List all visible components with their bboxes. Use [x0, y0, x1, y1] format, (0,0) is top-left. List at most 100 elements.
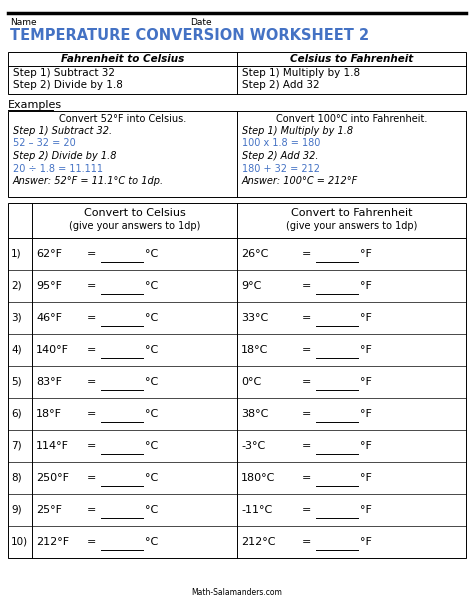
Text: 3): 3) — [11, 313, 22, 323]
Text: °C: °C — [145, 249, 158, 259]
Text: °C: °C — [145, 473, 158, 483]
Text: 9°C: 9°C — [241, 281, 261, 291]
Text: 0°C: 0°C — [241, 377, 261, 387]
Text: =: = — [302, 345, 311, 355]
Text: =: = — [87, 377, 96, 387]
Text: Date: Date — [190, 18, 211, 27]
Text: 140°F: 140°F — [36, 345, 69, 355]
Text: °C: °C — [145, 505, 158, 515]
Text: 18°F: 18°F — [36, 409, 62, 419]
Text: 8): 8) — [11, 473, 22, 483]
Text: 114°F: 114°F — [36, 441, 69, 451]
Text: =: = — [302, 377, 311, 387]
Text: (give your answers to 1dp): (give your answers to 1dp) — [286, 221, 417, 231]
Text: 38°C: 38°C — [241, 409, 268, 419]
Text: Convert 52°F into Celsius.: Convert 52°F into Celsius. — [59, 114, 186, 124]
Text: =: = — [87, 345, 96, 355]
Text: =: = — [87, 441, 96, 451]
Text: °F: °F — [360, 537, 372, 547]
Text: Examples: Examples — [8, 100, 62, 110]
Text: 5): 5) — [11, 377, 22, 387]
Text: Step 2) Add 32: Step 2) Add 32 — [242, 80, 319, 90]
Text: °F: °F — [360, 473, 372, 483]
Text: °C: °C — [145, 313, 158, 323]
Text: °F: °F — [360, 441, 372, 451]
Text: °F: °F — [360, 409, 372, 419]
Text: 52 – 32 = 20: 52 – 32 = 20 — [13, 139, 76, 148]
Text: °F: °F — [360, 313, 372, 323]
Text: =: = — [302, 249, 311, 259]
Text: =: = — [87, 473, 96, 483]
Text: =: = — [87, 313, 96, 323]
Text: Answer: 100°C = 212°F: Answer: 100°C = 212°F — [242, 176, 358, 186]
Text: =: = — [302, 313, 311, 323]
Bar — [8, 52, 466, 94]
Text: Answer: 52°F = 11.1°C to 1dp.: Answer: 52°F = 11.1°C to 1dp. — [13, 176, 164, 186]
Text: 180 + 32 = 212: 180 + 32 = 212 — [242, 164, 320, 173]
Text: °C: °C — [145, 281, 158, 291]
Text: -3°C: -3°C — [241, 441, 265, 451]
Text: 9): 9) — [11, 505, 22, 515]
Text: =: = — [302, 473, 311, 483]
Text: 180°C: 180°C — [241, 473, 275, 483]
Text: Convert to Celsius: Convert to Celsius — [83, 208, 185, 218]
Text: =: = — [87, 409, 96, 419]
Text: =: = — [87, 281, 96, 291]
Text: =: = — [302, 409, 311, 419]
Text: 25°F: 25°F — [36, 505, 62, 515]
Text: 20 ÷ 1.8 = 11.111: 20 ÷ 1.8 = 11.111 — [13, 164, 103, 173]
Text: 62°F: 62°F — [36, 249, 62, 259]
Bar — [8, 203, 466, 558]
Text: Step 2) Divide by 1.8: Step 2) Divide by 1.8 — [13, 80, 123, 90]
Text: 10): 10) — [11, 537, 28, 547]
Text: Step 1) Subtract 32: Step 1) Subtract 32 — [13, 68, 115, 78]
Text: 26°C: 26°C — [241, 249, 268, 259]
Text: °C: °C — [145, 441, 158, 451]
Text: Name: Name — [10, 18, 36, 27]
Text: 18°C: 18°C — [241, 345, 268, 355]
Text: 6): 6) — [11, 409, 22, 419]
Text: 95°F: 95°F — [36, 281, 62, 291]
Text: =: = — [302, 441, 311, 451]
Text: 33°C: 33°C — [241, 313, 268, 323]
Text: 1): 1) — [11, 249, 22, 259]
Text: =: = — [87, 249, 96, 259]
Text: °F: °F — [360, 345, 372, 355]
Text: 212°C: 212°C — [241, 537, 275, 547]
Text: TEMPERATURE CONVERSION WORKSHEET 2: TEMPERATURE CONVERSION WORKSHEET 2 — [10, 28, 369, 43]
Text: Step 2) Add 32.: Step 2) Add 32. — [242, 151, 319, 161]
Text: =: = — [87, 505, 96, 515]
Text: 46°F: 46°F — [36, 313, 62, 323]
Text: °F: °F — [360, 377, 372, 387]
Text: Step 2) Divide by 1.8: Step 2) Divide by 1.8 — [13, 151, 117, 161]
Text: °F: °F — [360, 281, 372, 291]
Text: =: = — [302, 537, 311, 547]
Text: °C: °C — [145, 409, 158, 419]
Text: =: = — [87, 537, 96, 547]
Text: 4): 4) — [11, 345, 22, 355]
Text: °F: °F — [360, 249, 372, 259]
Text: =: = — [302, 281, 311, 291]
Text: °C: °C — [145, 345, 158, 355]
Text: Fahrenheit to Celsius: Fahrenheit to Celsius — [61, 54, 184, 64]
Text: °C: °C — [145, 537, 158, 547]
Text: 250°F: 250°F — [36, 473, 69, 483]
Text: 7): 7) — [11, 441, 22, 451]
Text: 83°F: 83°F — [36, 377, 62, 387]
Text: -11°C: -11°C — [241, 505, 272, 515]
Text: Step 1) Multiply by 1.8: Step 1) Multiply by 1.8 — [242, 126, 353, 136]
Text: 2): 2) — [11, 281, 22, 291]
Text: °C: °C — [145, 377, 158, 387]
Text: 100 x 1.8 = 180: 100 x 1.8 = 180 — [242, 139, 320, 148]
Text: =: = — [302, 505, 311, 515]
Text: Convert to Fahrenheit: Convert to Fahrenheit — [291, 208, 412, 218]
Text: Convert 100°C into Fahrenheit.: Convert 100°C into Fahrenheit. — [276, 114, 427, 124]
Text: 212°F: 212°F — [36, 537, 69, 547]
Text: (give your answers to 1dp): (give your answers to 1dp) — [69, 221, 200, 231]
Text: Math-Salamanders.com: Math-Salamanders.com — [191, 588, 283, 597]
Bar — [8, 111, 466, 197]
Text: Step 1) Subtract 32.: Step 1) Subtract 32. — [13, 126, 112, 136]
Text: °F: °F — [360, 505, 372, 515]
Text: Celsius to Fahrenheit: Celsius to Fahrenheit — [290, 54, 413, 64]
Text: Step 1) Multiply by 1.8: Step 1) Multiply by 1.8 — [242, 68, 360, 78]
